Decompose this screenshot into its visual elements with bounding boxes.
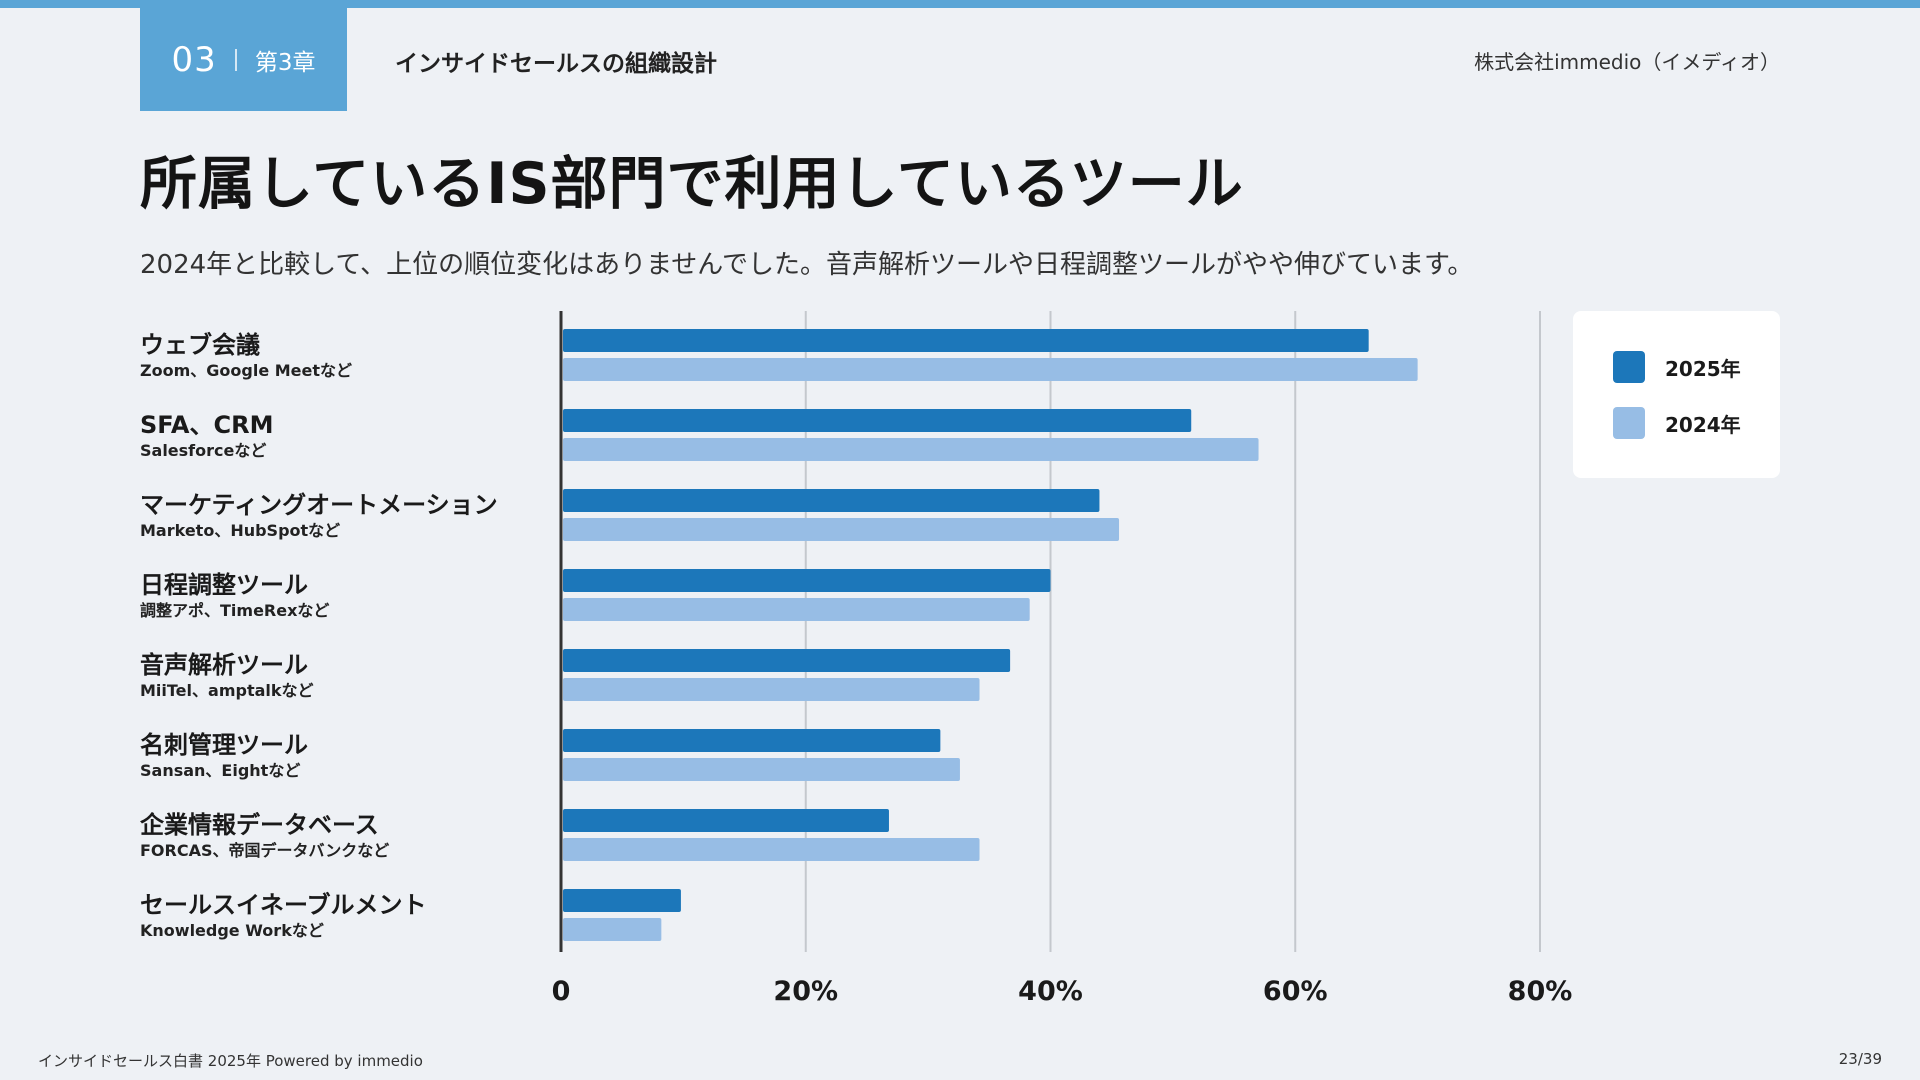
- category-examples: Zoom、Google Meetなど: [140, 361, 352, 380]
- page-title: 所属しているIS部門で利用しているツール: [140, 151, 1244, 217]
- x-tick-label: 40%: [1018, 976, 1083, 1007]
- chapter-badge: 03 第3章: [140, 8, 347, 111]
- legend-label-2025: 2025年: [1665, 356, 1741, 381]
- bar-2025-3: [563, 569, 1051, 592]
- section-title: インサイドセールスの組織設計: [395, 51, 717, 77]
- bar-2024-6: [563, 838, 980, 861]
- bar-2024-4: [563, 678, 980, 701]
- bar-2024-3: [563, 598, 1030, 621]
- bar-2024-1: [563, 438, 1259, 461]
- category-label: 名刺管理ツール: [140, 731, 308, 759]
- category-label: 企業情報データベース: [140, 811, 379, 839]
- x-tick-label: 60%: [1263, 976, 1328, 1007]
- category-examples: MiiTel、amptalkなど: [140, 681, 314, 700]
- chapter-label: 第3章: [254, 49, 316, 76]
- page-subtitle: 2024年と比較して、上位の順位変化はありませんでした。音声解析ツールや日程調整…: [140, 250, 1474, 280]
- legend-label-2024: 2024年: [1665, 412, 1741, 437]
- category-examples: 調整アポ、TimeRexなど: [140, 601, 329, 620]
- bar-2024-2: [563, 518, 1120, 541]
- bar-2025-2: [563, 489, 1100, 512]
- legend-swatch-2024: [1613, 407, 1645, 439]
- legend-item-2025: 2025年: [1613, 351, 1741, 383]
- chapter-number: 03: [171, 39, 217, 80]
- company-name: 株式会社immedio（イメディオ）: [1474, 50, 1780, 74]
- chart-legend: 2025年 2024年: [1573, 311, 1780, 478]
- x-tick-label: 80%: [1508, 976, 1573, 1007]
- legend-swatch-2025: [1613, 351, 1645, 383]
- bar-2024-7: [563, 918, 662, 941]
- bar-2025-1: [563, 409, 1192, 432]
- x-tick-label: 0: [552, 976, 571, 1007]
- bar-2025-0: [563, 329, 1369, 352]
- category-label: 日程調整ツール: [140, 571, 308, 599]
- category-label: マーケティングオートメーション: [140, 491, 498, 519]
- bar-2024-0: [563, 358, 1418, 381]
- bar-2025-6: [563, 809, 889, 832]
- category-examples: Marketo、HubSpotなど: [140, 521, 340, 540]
- category-label: ウェブ会議: [140, 331, 260, 359]
- category-examples: Salesforceなど: [140, 441, 266, 460]
- legend-item-2024: 2024年: [1613, 407, 1741, 439]
- page-number: 23/39: [1838, 1050, 1882, 1068]
- category-examples: Sansan、Eightなど: [140, 761, 300, 780]
- x-tick-label: 20%: [773, 976, 838, 1007]
- category-label: セールスイネーブルメント: [140, 891, 427, 919]
- top-accent-bar: [0, 0, 1920, 8]
- footer-source: インサイドセールス白書 2025年 Powered by immedio: [38, 1052, 423, 1070]
- category-examples: FORCAS、帝国データバンクなど: [140, 841, 389, 860]
- chapter-divider: [234, 48, 237, 71]
- bar-2025-5: [563, 729, 941, 752]
- category-label: 音声解析ツール: [140, 651, 308, 679]
- bar-2024-5: [563, 758, 960, 781]
- category-examples: Knowledge Workなど: [140, 921, 324, 940]
- category-label: SFA、CRM: [140, 411, 273, 439]
- bar-2025-4: [563, 649, 1011, 672]
- bar-2025-7: [563, 889, 681, 912]
